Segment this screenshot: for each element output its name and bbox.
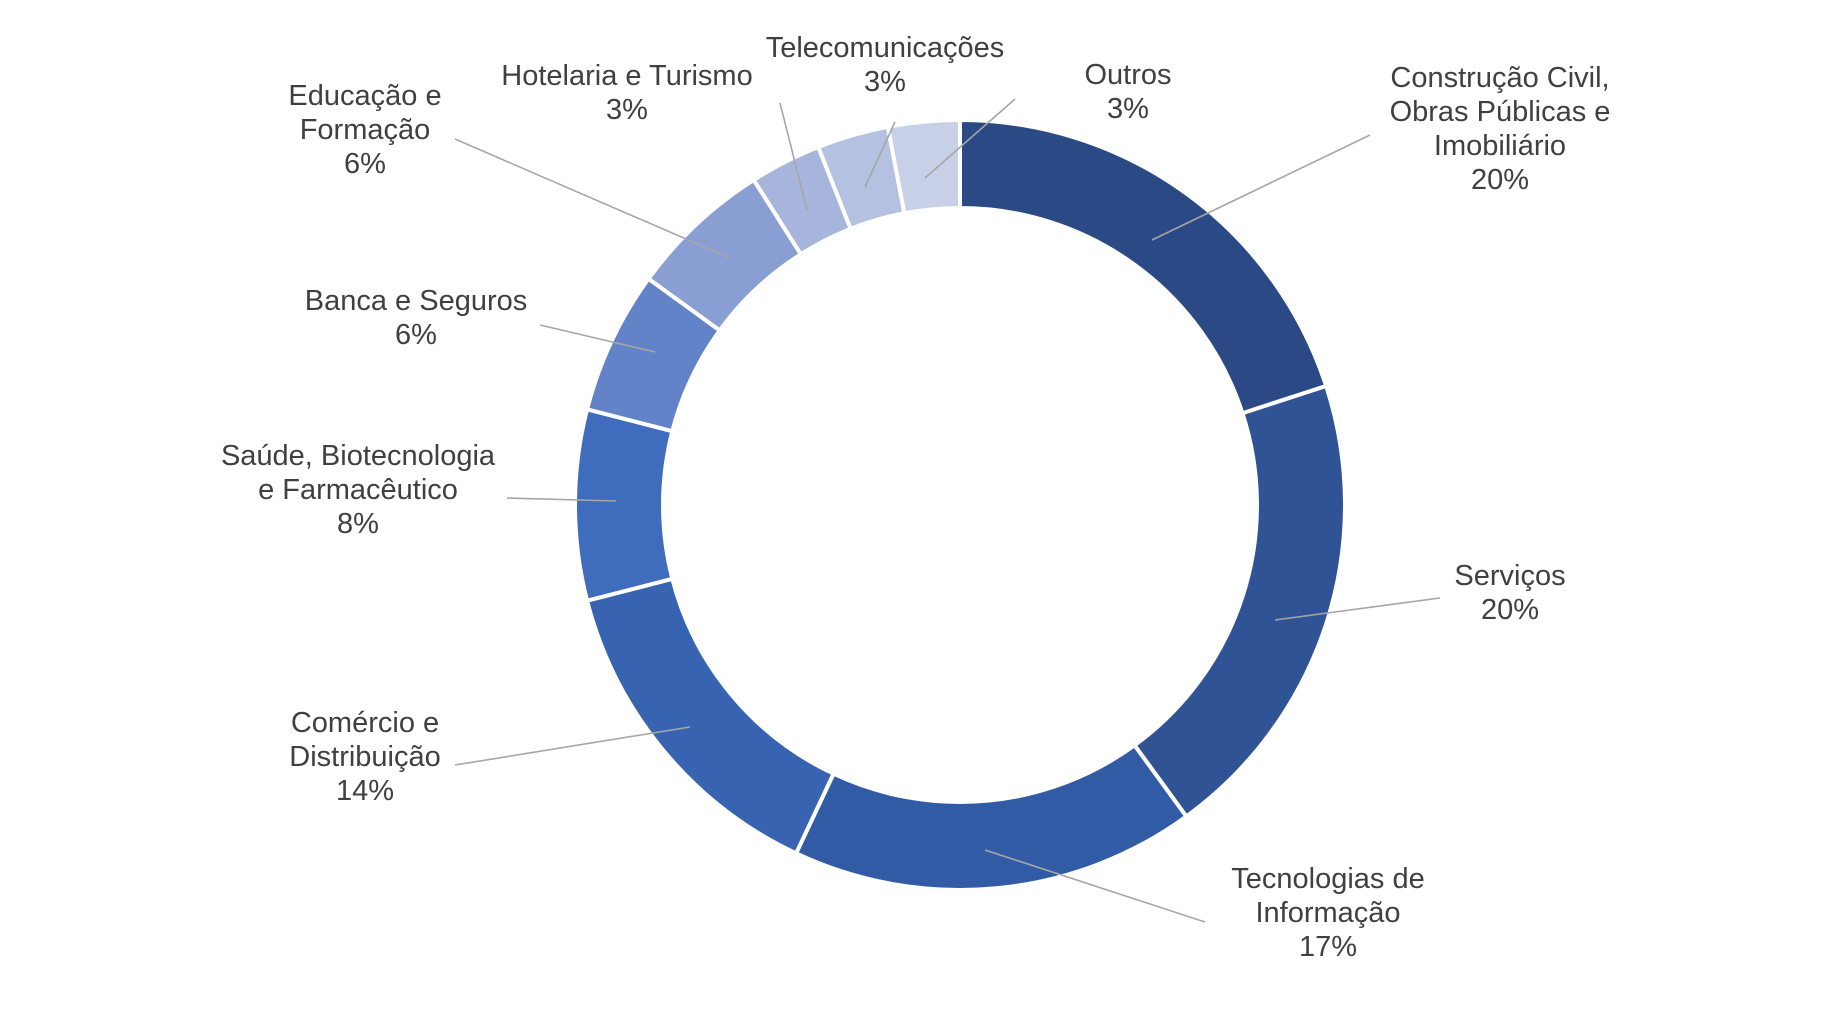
donut-slice — [958, 117, 1329, 416]
slice-category-label: Hotelaria e Turismo — [501, 60, 752, 92]
slice-label: Construção Civil, Obras Públicas e Imobili… — [1390, 62, 1611, 196]
slice-category-label: Distribuição — [289, 741, 441, 773]
slice-category-label: Telecomunicações — [766, 32, 1005, 64]
slice-label: Educação e Formação 6% — [288, 80, 441, 180]
leader-line — [1151, 134, 1371, 241]
slice-label: Saúde, Biotecnologia e Farmacêutico 8% — [221, 440, 496, 540]
slice-value-label: 6% — [395, 319, 437, 351]
slice-category-label: Obras Públicas e — [1390, 96, 1611, 128]
slice-category-label: Banca e Seguros — [305, 285, 527, 317]
slice-value-label: 20% — [1481, 594, 1539, 626]
leader-line — [454, 138, 731, 259]
slice-category-label: Outros — [1084, 59, 1171, 91]
slice-category-label: Formação — [300, 114, 431, 146]
slice-label: Outros 3% — [1084, 59, 1171, 125]
slice-category-label: Serviços — [1454, 560, 1565, 592]
leader-line — [1274, 597, 1441, 621]
slice-category-label: Imobiliário — [1434, 130, 1566, 162]
leader-line — [506, 497, 617, 502]
slice-category-label: Informação — [1255, 897, 1400, 929]
slice-label: Serviços 20% — [1454, 560, 1565, 626]
slice-value-label: 3% — [864, 66, 906, 98]
leader-line — [864, 121, 896, 188]
slice-label: Tecnologias de Informação 17% — [1231, 863, 1424, 963]
slice-value-label: 14% — [336, 775, 394, 807]
slice-value-label: 8% — [337, 508, 379, 540]
donut-slice — [572, 406, 675, 604]
donut-slice — [1131, 383, 1347, 820]
donut-slice — [793, 742, 1190, 892]
slice-label: Telecomunicações 3% — [766, 32, 1005, 98]
slice-category-label: Saúde, Biotecnologia — [221, 440, 496, 472]
slice-category-label: Comércio e — [291, 707, 439, 739]
leader-line — [779, 102, 808, 211]
leader-line — [924, 98, 1016, 179]
donut-slice — [584, 576, 837, 857]
slice-label: Comércio e Distribuição 14% — [289, 707, 441, 807]
slice-value-label: 17% — [1299, 931, 1357, 963]
donut-slice — [885, 117, 962, 216]
slice-label: Banca e Seguros 6% — [305, 285, 527, 351]
slice-category-label: Educação e — [288, 80, 441, 112]
slice-value-label: 20% — [1471, 164, 1529, 196]
slice-category-label: Construção Civil, — [1390, 62, 1609, 94]
slice-label: Hotelaria e Turismo 3% — [501, 60, 752, 126]
slice-category-label: Tecnologias de — [1231, 863, 1424, 895]
slice-value-label: 3% — [606, 94, 648, 126]
leader-line — [454, 726, 691, 766]
slice-value-label: 6% — [344, 148, 386, 180]
slice-value-label: 3% — [1107, 93, 1149, 125]
leader-line — [539, 324, 656, 353]
slice-category-label: e Farmacêutico — [258, 474, 458, 506]
leader-line — [984, 849, 1206, 923]
